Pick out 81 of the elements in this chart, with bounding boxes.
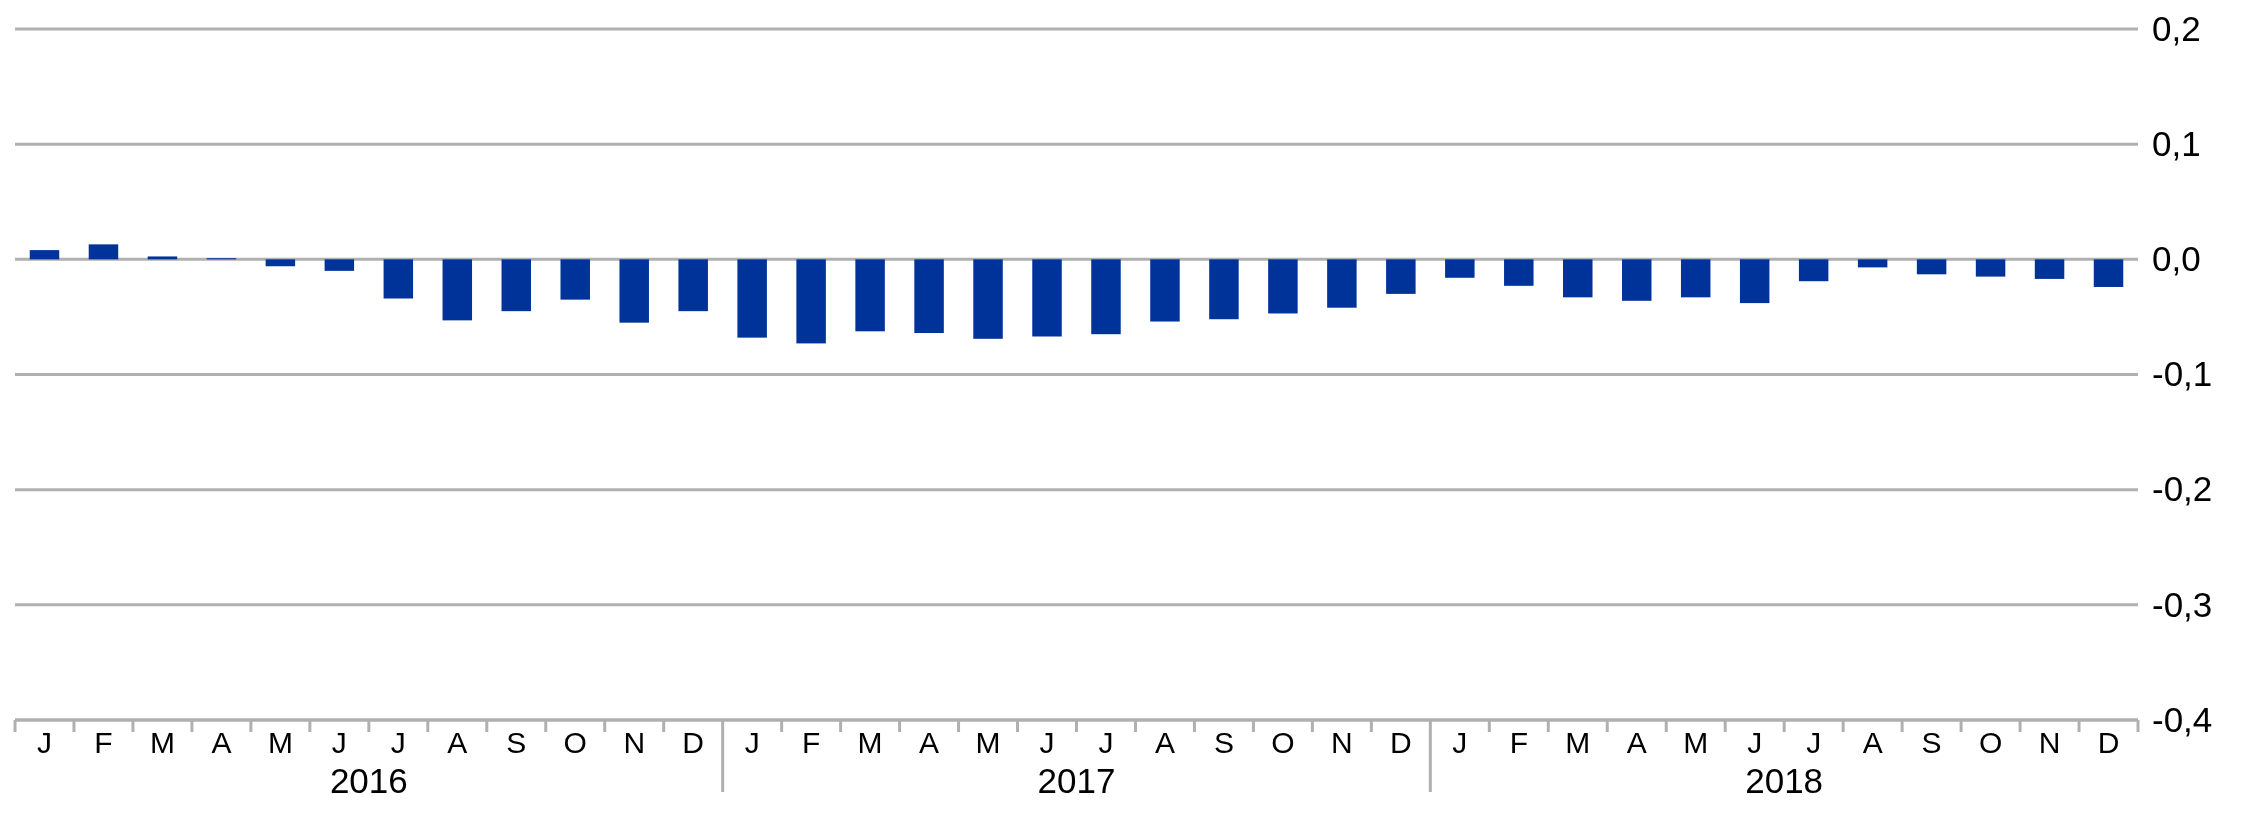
bar bbox=[560, 259, 590, 300]
x-tick-label: M bbox=[975, 726, 1001, 760]
bar bbox=[855, 259, 885, 332]
x-tick-label: J bbox=[1452, 726, 1468, 760]
bar bbox=[88, 244, 119, 260]
x-tick-label: O bbox=[1271, 726, 1295, 760]
bar bbox=[2093, 259, 2124, 287]
x-tick-label: J bbox=[390, 726, 406, 760]
bar bbox=[1916, 259, 1947, 275]
x-tick-label: N bbox=[1331, 726, 1353, 760]
x-tick-label: D bbox=[1390, 726, 1412, 760]
x-tick-label: A bbox=[1626, 726, 1647, 760]
x-tick-label: F bbox=[94, 726, 113, 760]
bar bbox=[1091, 259, 1121, 335]
x-tick-label: S bbox=[506, 726, 527, 760]
y-tick-label: 0,2 bbox=[2152, 8, 2201, 48]
bar bbox=[678, 259, 708, 312]
bar bbox=[1975, 259, 2006, 277]
bar bbox=[914, 259, 944, 334]
bar bbox=[1386, 259, 1416, 294]
bar bbox=[796, 259, 826, 344]
bar bbox=[1209, 259, 1239, 320]
x-tick-label: M bbox=[149, 726, 175, 760]
bar bbox=[1563, 259, 1593, 298]
x-tick-label: S bbox=[1213, 726, 1234, 760]
bar bbox=[973, 259, 1003, 339]
x-tick-label: N bbox=[623, 726, 646, 760]
x-tick-label: J bbox=[744, 726, 760, 760]
bar bbox=[1798, 259, 1829, 282]
x-tick-label: M bbox=[857, 726, 883, 760]
bar bbox=[265, 259, 296, 267]
bar bbox=[1857, 259, 1888, 268]
x-tick-label: A bbox=[211, 726, 232, 760]
x-tick-label: D bbox=[2097, 726, 2120, 760]
y-tick-label: 0,1 bbox=[2152, 123, 2201, 163]
y-tick-label: -0,2 bbox=[2152, 469, 2213, 509]
bar bbox=[29, 250, 60, 260]
bar bbox=[1680, 259, 1711, 298]
x-tick-label: M bbox=[1565, 726, 1591, 760]
x-tick-label: A bbox=[919, 726, 940, 760]
y-tick-label: -0,1 bbox=[2152, 354, 2213, 394]
x-tick-label: F bbox=[801, 726, 821, 760]
x-tick-label: D bbox=[682, 726, 705, 760]
x-tick-label: A bbox=[1862, 726, 1883, 760]
bar bbox=[1268, 259, 1298, 314]
x-tick-label: F bbox=[1509, 726, 1528, 760]
text: 2018 bbox=[1745, 761, 1824, 800]
bar bbox=[1739, 259, 1770, 304]
text: 2016 bbox=[329, 761, 408, 800]
x-tick-label: J bbox=[1098, 726, 1114, 760]
x-tick-label: J bbox=[1747, 726, 1763, 760]
x-tick-label: J bbox=[36, 726, 52, 760]
text: 2017 bbox=[1037, 761, 1116, 800]
x-tick-label: O bbox=[1978, 726, 2003, 760]
bar bbox=[1032, 259, 1062, 337]
bar bbox=[1621, 259, 1652, 301]
bar bbox=[1445, 259, 1475, 278]
y-tick-label: 0,0 bbox=[2152, 239, 2201, 279]
x-tick-label: M bbox=[267, 726, 293, 760]
x-tick-label: N bbox=[2038, 726, 2061, 760]
y-tick-label: -0,4 bbox=[2152, 699, 2213, 739]
x-tick-label: S bbox=[1921, 726, 1942, 760]
x-tick-label: J bbox=[1806, 726, 1822, 760]
bar bbox=[1327, 259, 1357, 308]
bar bbox=[2034, 259, 2065, 279]
y-tick-label: -0,3 bbox=[2152, 584, 2213, 624]
x-tick-label: J bbox=[1039, 726, 1055, 760]
bar bbox=[737, 259, 767, 338]
x-tick-label: J bbox=[331, 726, 347, 760]
bar bbox=[147, 256, 178, 260]
bar bbox=[442, 259, 473, 321]
bar bbox=[619, 259, 649, 323]
x-tick-label: A bbox=[1154, 726, 1175, 760]
x-tick-label: O bbox=[563, 726, 587, 760]
bar bbox=[1150, 259, 1180, 322]
x-tick-label: A bbox=[447, 726, 468, 760]
x-tick-label: M bbox=[1683, 726, 1709, 760]
bar bbox=[501, 259, 532, 312]
bar bbox=[1504, 259, 1534, 286]
bar bbox=[383, 259, 414, 299]
bar bbox=[324, 259, 355, 271]
